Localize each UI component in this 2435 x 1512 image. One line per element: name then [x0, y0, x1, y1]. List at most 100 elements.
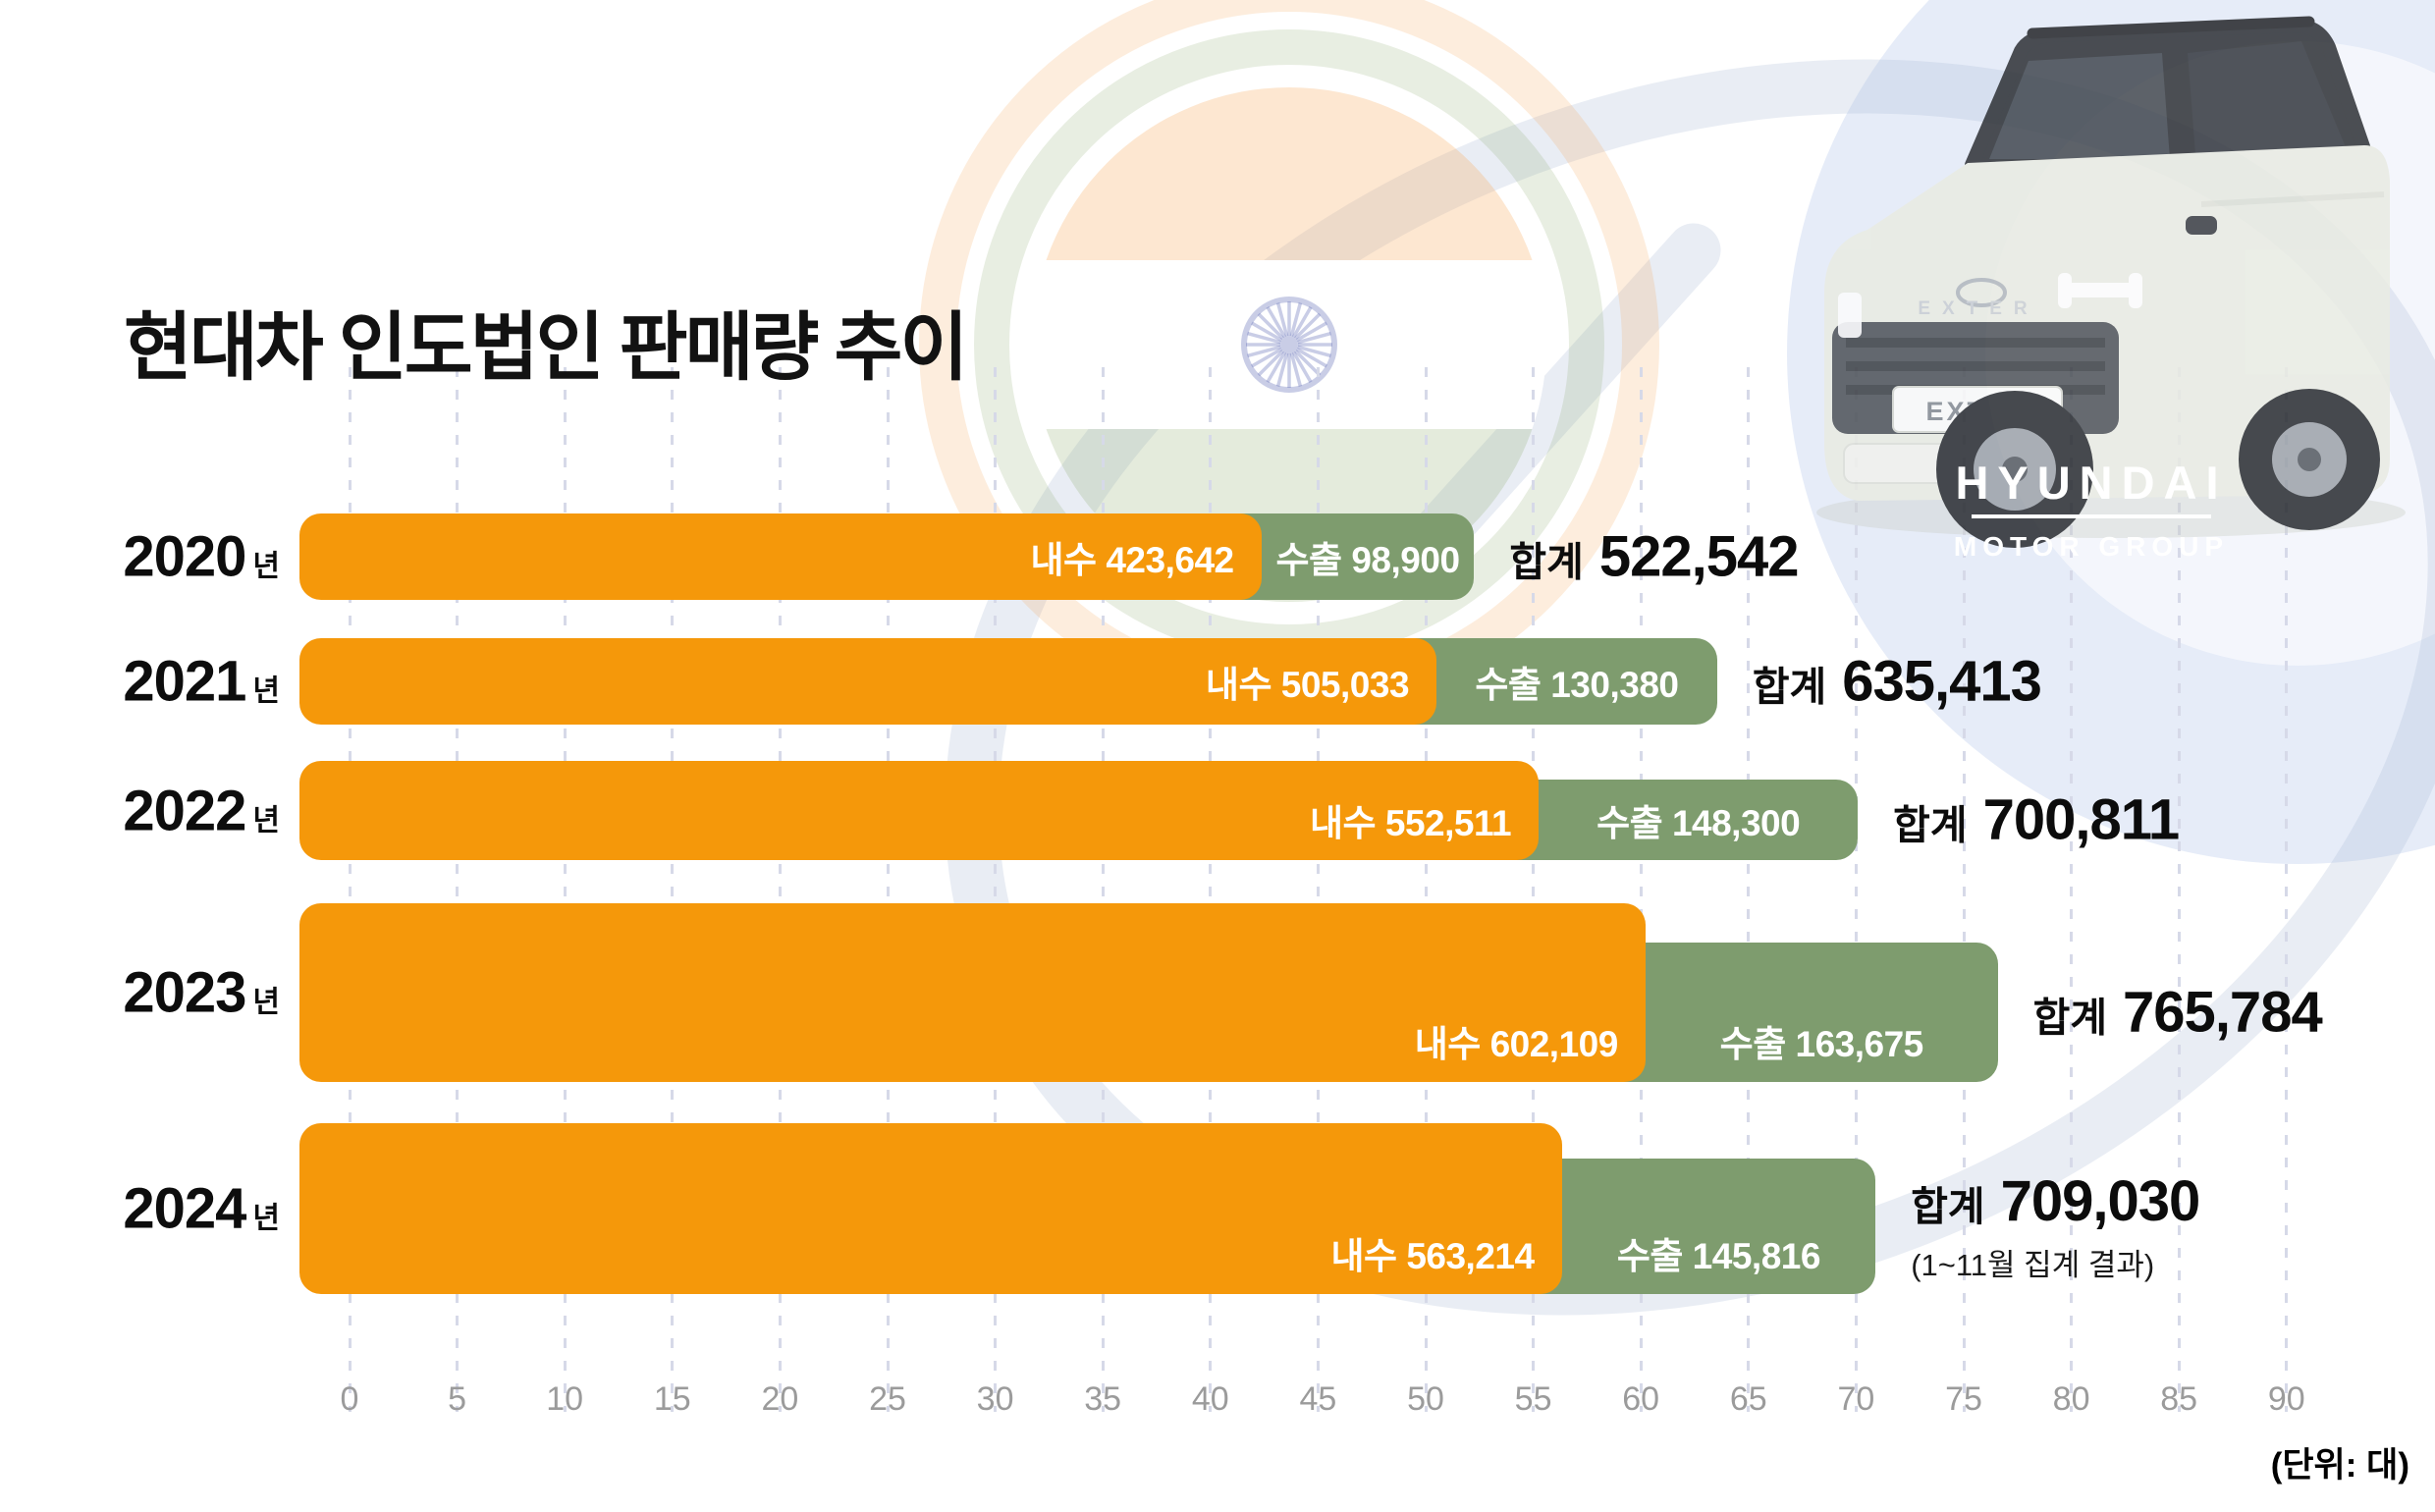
year-suffix: 년 [252, 675, 280, 708]
total-line: 합계 635,413 [1752, 649, 2042, 715]
page-title: 현대차 인도법인 판매량 추이 [124, 306, 968, 390]
chakra-spoke [1294, 350, 1322, 377]
car-roof-rail [2027, 16, 2315, 39]
gridline [1209, 367, 1213, 1412]
brand-line2: MOTOR GROUP [1954, 531, 2229, 562]
year-suffix: 년 [252, 1202, 280, 1235]
export-value-label: 수출 148,300 [1596, 803, 1801, 843]
gridline [1424, 367, 1428, 1412]
total-prefix: 합계 [1752, 664, 1827, 710]
axis-tick: 15 [653, 1380, 691, 1418]
export-bar [1596, 943, 1998, 1082]
brand-line1: HYUNDAI [1955, 457, 2227, 509]
axis-tick: 40 [1191, 1380, 1229, 1418]
gridline [1101, 367, 1105, 1412]
chakra-spoke [1289, 302, 1303, 337]
chakra-spoke [1257, 312, 1284, 340]
gridline [1747, 367, 1751, 1412]
axis-tick: 85 [2160, 1380, 2198, 1418]
total-line: 합계 709,030 [1911, 1168, 2200, 1234]
car-drl-h-icon [2058, 273, 2142, 308]
axis-tick: 5 [448, 1380, 467, 1418]
axis-tick: 0 [340, 1380, 359, 1418]
domestic-value-label: 내수 563,214 [1330, 1236, 1535, 1276]
chakra-spoke [1275, 302, 1289, 337]
chakra-spoke [1247, 345, 1281, 358]
chakra-spoke [1251, 321, 1283, 343]
year-label: 2020 년 [49, 524, 280, 590]
export-value-label: 수출 163,675 [1719, 1024, 1924, 1064]
domestic-value-label: 내수 423,642 [1030, 540, 1235, 580]
axis-tick: 20 [761, 1380, 799, 1418]
car-rear-wheel [2239, 389, 2380, 530]
year-value: 2024 [123, 1176, 246, 1241]
total-block: 합계 765,784 [2032, 980, 2323, 1046]
chakra-spoke [1275, 352, 1289, 387]
gridline [2285, 367, 2289, 1412]
hyundai-emblem-icon [1956, 278, 2007, 307]
brand-divider [1972, 514, 2211, 518]
domestic-bar [299, 903, 1646, 1082]
export-value-label: 수출 145,816 [1616, 1236, 1821, 1276]
chakra-spoke [1291, 351, 1313, 383]
gridline [778, 367, 782, 1412]
ashoka-chakra-icon [1241, 297, 1337, 393]
domestic-value-label: 내수 602,109 [1414, 1024, 1619, 1064]
year-value: 2021 [123, 649, 246, 714]
total-value: 522,542 [1598, 524, 1800, 589]
car-windshield [1989, 53, 2170, 159]
axis-tick: 10 [546, 1380, 584, 1418]
chakra-spoke [1295, 347, 1327, 368]
chakra-spoke [1294, 312, 1322, 340]
total-line: 합계 765,784 [2032, 980, 2323, 1046]
chakra-spoke [1247, 331, 1281, 345]
gridline [671, 367, 675, 1412]
car-headlight-left-icon [1838, 293, 1862, 338]
year-value: 2023 [123, 960, 246, 1025]
gridline [1962, 367, 1966, 1412]
chakra-spoke [1266, 351, 1287, 383]
year-value: 2022 [123, 779, 246, 842]
gridline [1639, 367, 1643, 1412]
year-label: 2024 년 [49, 1176, 280, 1242]
chakra-spoke [1266, 306, 1287, 339]
year-value: 2020 [123, 524, 246, 589]
total-line: 합계 522,542 [1509, 524, 1800, 590]
axis-tick: 35 [1084, 1380, 1122, 1418]
year-label: 2022 년 [49, 778, 280, 843]
year-suffix: 년 [252, 804, 280, 837]
year-suffix: 년 [252, 550, 280, 583]
total-prefix: 합계 [2032, 995, 2108, 1041]
car-side-window [2188, 41, 2347, 155]
gridline [886, 367, 890, 1412]
chakra-spoke [1291, 306, 1313, 339]
domestic-value-label: 내수 552,511 [1310, 803, 1512, 843]
axis-tick: 60 [1622, 1380, 1660, 1418]
total-block: 합계 635,413 [1752, 649, 2042, 715]
axis-tick: 55 [1514, 1380, 1552, 1418]
chakra-spoke [1295, 321, 1327, 343]
axis-tick: 70 [1837, 1380, 1875, 1418]
year-suffix: 년 [252, 986, 280, 1019]
axis-tick: 90 [2267, 1380, 2305, 1418]
export-bar [1489, 780, 1859, 860]
year-label: 2023 년 [49, 960, 280, 1026]
domestic-bar [299, 1123, 1562, 1294]
axis-tick: 65 [1729, 1380, 1767, 1418]
axis-tick: 50 [1407, 1380, 1444, 1418]
unit-note: (단위: 대) [2270, 1446, 2409, 1485]
total-block: 합계 522,542 [1509, 524, 1800, 590]
chakra-spoke [1297, 331, 1331, 345]
axis-tick: 75 [1945, 1380, 1982, 1418]
gridline [348, 367, 352, 1412]
axis-tick: 45 [1299, 1380, 1337, 1418]
total-block: 합계 700,811 [1893, 787, 2180, 853]
total-block: 합계 709,030 (1~11월 집계 결과) [1911, 1168, 2200, 1284]
gridline [563, 367, 567, 1412]
total-value: 700,811 [1982, 787, 2180, 852]
export-bar [1512, 1159, 1876, 1294]
gridline [1854, 367, 1858, 1412]
gridline [2177, 367, 2181, 1412]
